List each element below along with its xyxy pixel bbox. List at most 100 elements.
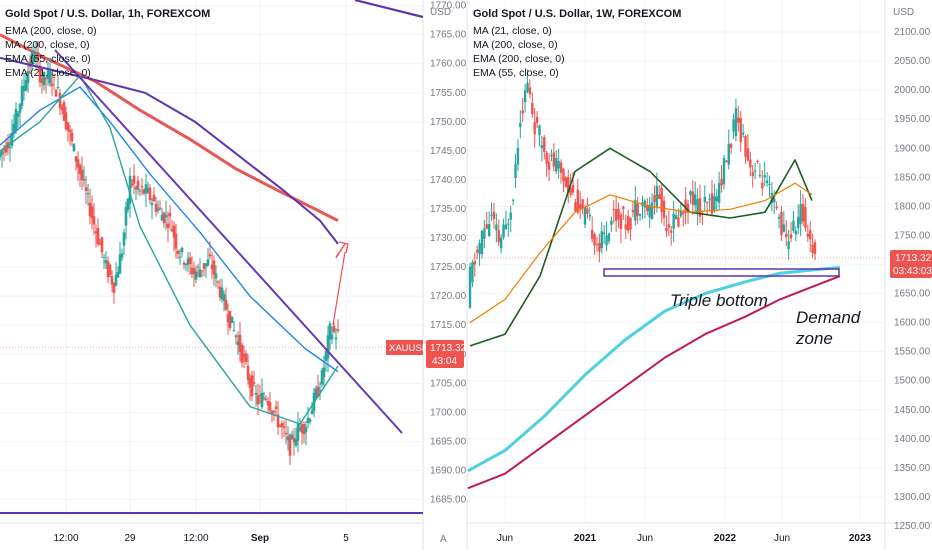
right-candle-up <box>765 180 769 183</box>
right-candle-down <box>665 227 668 232</box>
right-candle-down <box>586 208 589 214</box>
left-price-axis[interactable]: 1685.001690.001695.001700.001705.001710.… <box>430 1 467 506</box>
left-candle-down <box>158 207 162 210</box>
right-candle-up <box>507 223 510 225</box>
left-candle-down <box>38 65 42 83</box>
right-candle-down <box>531 102 534 115</box>
right-candle-up <box>650 202 654 220</box>
left-candle-down <box>208 254 212 257</box>
left-candle-down <box>228 310 232 329</box>
right-candle-up <box>689 191 692 196</box>
left-candle-down <box>110 276 114 285</box>
left-candle-up <box>156 208 160 211</box>
left-y-tick-label: 1755.00 <box>430 88 467 99</box>
right-countdown: 03:43:03 <box>893 266 932 277</box>
left-candle-down <box>292 437 296 443</box>
left-candle-up <box>86 193 90 195</box>
left-y-tick-label: 1715.00 <box>430 320 467 331</box>
right-candle-down <box>746 148 750 161</box>
left-y-tick-label: 1735.00 <box>430 204 467 215</box>
left-ema200-line <box>0 33 339 222</box>
left-candle-down <box>238 334 242 352</box>
left-ma-lines <box>0 56 339 425</box>
left-candle-up <box>298 427 302 431</box>
left-candle-down <box>332 325 336 332</box>
right-time-axis[interactable]: Jun 2021 Jun 2022 Jun 2023 <box>497 533 872 544</box>
right-candle-up <box>763 175 766 178</box>
right-candle-up <box>600 231 603 249</box>
left-candle-up <box>138 190 142 192</box>
right-candle-down <box>801 204 805 222</box>
left-candle-up <box>10 132 14 146</box>
right-candle-down <box>684 199 687 213</box>
left-candle-down <box>210 264 214 270</box>
triple-bottom-support-box[interactable] <box>603 268 840 277</box>
right-candle-up <box>732 119 735 132</box>
right-candle-down <box>626 215 630 231</box>
left-candle-up <box>20 86 24 107</box>
left-candle-up <box>14 109 18 131</box>
right-indicator-1: MA (21, close, 0) <box>473 25 552 37</box>
left-candle-down <box>266 401 270 406</box>
right-candle-up <box>602 232 606 235</box>
right-y-tick-label: 2100.00 <box>894 27 931 38</box>
left-top-trendline[interactable] <box>354 0 424 19</box>
left-candle-up <box>314 388 318 399</box>
right-candle-down <box>564 177 568 187</box>
right-ma-lines-front <box>469 147 813 347</box>
right-candle-down <box>631 209 635 213</box>
right-series-1 <box>469 147 813 347</box>
left-candle-up <box>128 176 132 204</box>
right-y-tick-label: 1900.00 <box>894 143 931 154</box>
left-candle-down <box>282 426 286 428</box>
right-chart-panel[interactable]: Triple bottom Demand zone Gold Spot / U.… <box>440 0 932 550</box>
right-candle-down <box>576 189 580 213</box>
right-price-axis[interactable]: 1250.00 1300.00 1350.00 1400.00 1450.00 1500.… <box>894 27 931 532</box>
left-descending-trendline[interactable] <box>54 49 403 434</box>
left-chart-panel[interactable]: Gold Spot / U.S. Dollar, 1h, FOREXCOM EM… <box>0 0 467 550</box>
left-candle-down <box>44 78 48 80</box>
corner-label[interactable]: A <box>440 534 447 545</box>
left-candle-down <box>248 378 252 388</box>
right-candle-down <box>569 187 572 195</box>
left-series-3 <box>0 86 339 373</box>
left-candle-down <box>216 281 220 283</box>
right-candle-up <box>540 145 544 149</box>
left-candle-down <box>196 266 200 268</box>
left-candle-up <box>180 247 184 253</box>
left-candle-down <box>64 112 68 130</box>
right-x-tick-label: 2021 <box>574 533 597 544</box>
left-candle-down <box>176 250 180 255</box>
left-candle-down <box>68 129 72 133</box>
left-candle-up <box>0 150 4 155</box>
left-y-tick-label: 1770.00 <box>430 1 467 12</box>
left-y-tick-label: 1725.00 <box>430 262 467 273</box>
right-x-tick-label: 2022 <box>714 533 737 544</box>
right-x-tick-label: Jun <box>497 533 513 544</box>
left-candle-up <box>164 214 168 218</box>
left-candle-up <box>0 152 2 157</box>
right-candle-up <box>679 211 683 217</box>
right-candle-up <box>480 230 484 255</box>
left-header: Gold Spot / U.S. Dollar, 1h, FOREXCOM <box>5 8 210 20</box>
left-candle-up <box>254 392 258 395</box>
right-candle-down <box>698 198 702 217</box>
left-candle-up <box>328 323 332 340</box>
left-candle-down <box>92 216 96 225</box>
left-candle-up <box>22 85 26 91</box>
right-indicator-3: EMA (200, close, 0) <box>473 53 565 65</box>
right-candle-up <box>643 200 647 208</box>
right-candle-down <box>677 217 680 227</box>
left-candle-up <box>220 287 224 300</box>
left-candle-up <box>308 418 312 422</box>
left-candle-down <box>278 425 282 427</box>
left-candle-down <box>272 411 276 413</box>
right-y-tick-label: 2050.00 <box>894 56 931 67</box>
left-candle-down <box>62 102 66 121</box>
left-time-axis[interactable]: 12:00 29 12:00 Sep 5 <box>53 533 349 544</box>
right-candle-down <box>653 195 656 203</box>
left-candle-up <box>296 423 300 441</box>
left-y-tick-label: 1705.00 <box>430 378 467 389</box>
right-candle-up <box>797 216 800 229</box>
right-candle-down <box>725 160 728 163</box>
